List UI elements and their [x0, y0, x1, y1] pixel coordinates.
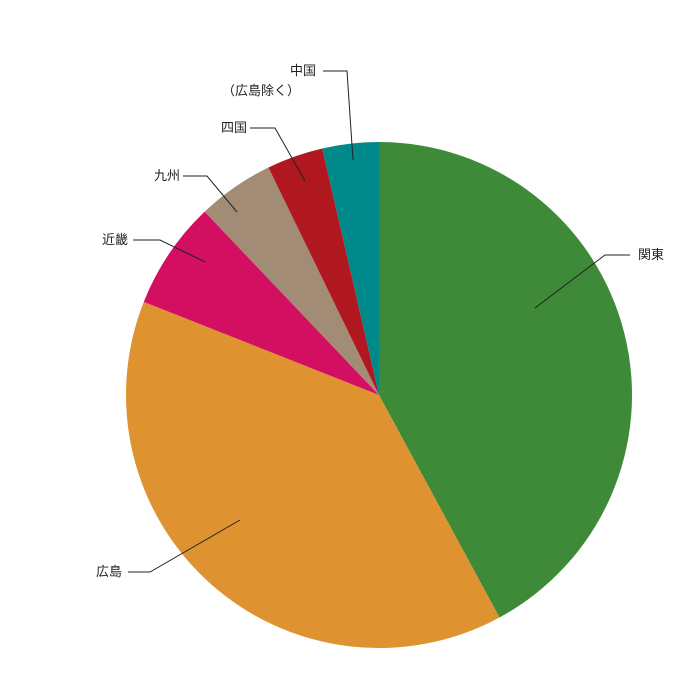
label-line: （広島除く） — [222, 84, 300, 99]
slice-label: 中国 （広島除く） — [222, 64, 316, 99]
leader-line — [323, 70, 354, 161]
label-line: 近畿 — [102, 233, 128, 248]
pie-slice — [126, 301, 500, 649]
label-line: 広島 — [96, 565, 122, 580]
slice-label: 関東 — [638, 247, 664, 263]
label-line: 九州 — [154, 169, 180, 184]
pie-slice — [204, 167, 379, 395]
slice-label: 近畿 — [102, 233, 128, 248]
label-line: 関東 — [638, 247, 664, 263]
leader-line — [250, 127, 306, 182]
leader-line — [534, 254, 630, 309]
pie-slice — [322, 142, 379, 395]
slice-label: 広島 — [96, 565, 122, 580]
slice-label: 四国 — [221, 121, 247, 136]
pie-slice — [143, 211, 379, 395]
pie-slice — [268, 148, 379, 395]
leader-line — [128, 519, 241, 573]
label-line: 四国 — [221, 121, 247, 136]
leader-line — [183, 175, 238, 213]
pie-slice — [379, 142, 633, 618]
label-line: 中国 — [290, 64, 316, 79]
slice-label: 九州 — [154, 169, 180, 184]
leader-line — [133, 239, 206, 263]
